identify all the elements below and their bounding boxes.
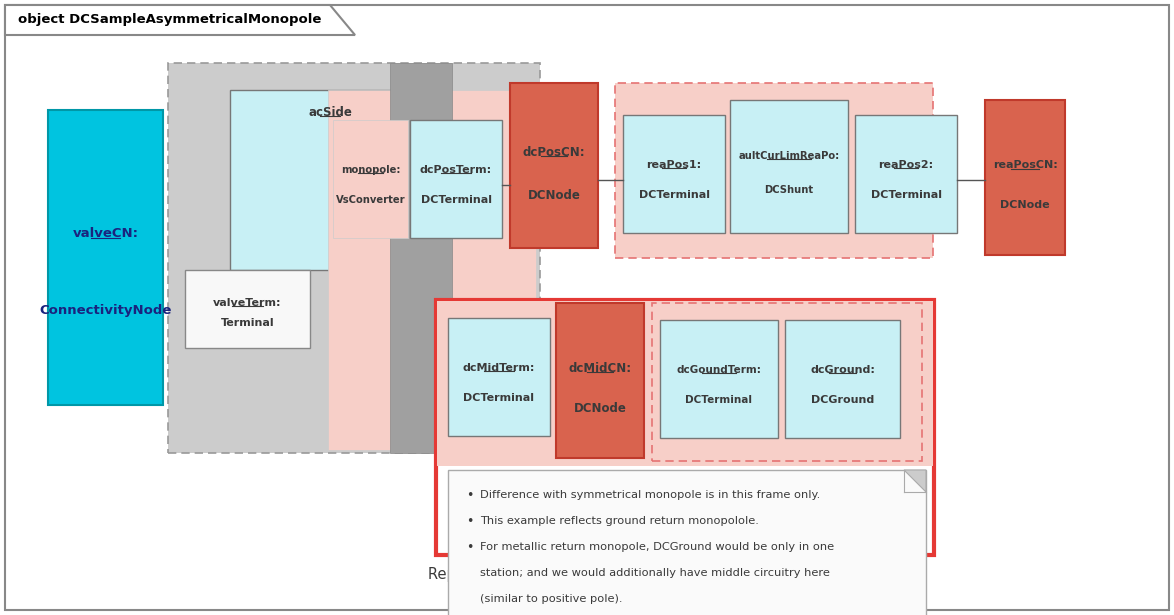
Polygon shape	[5, 5, 355, 35]
Bar	[652, 303, 922, 461]
Text: object DCSampleAsymmetricalMonopole: object DCSampleAsymmetricalMonopole	[18, 14, 322, 26]
Text: DCTerminal: DCTerminal	[464, 393, 534, 403]
Text: reaPosCN:: reaPosCN:	[993, 160, 1058, 170]
Text: DCTerminal: DCTerminal	[420, 195, 492, 205]
Text: Reproduced with the permission of UCAlug.: Reproduced with the permission of UCAlug…	[427, 568, 747, 582]
Bar	[985, 100, 1065, 255]
Bar	[556, 303, 645, 458]
Bar	[410, 120, 502, 238]
Text: For metallic return monopole, DCGround would be only in one: For metallic return monopole, DCGround w…	[480, 542, 834, 552]
Bar	[510, 83, 598, 248]
Text: reaPos2:: reaPos2:	[878, 159, 933, 170]
Bar	[185, 270, 310, 348]
Text: dcGround:: dcGround:	[810, 365, 875, 375]
Polygon shape	[904, 470, 926, 492]
Text: DCNode: DCNode	[527, 189, 580, 202]
Text: (similar to positive pole).: (similar to positive pole).	[480, 594, 622, 604]
Text: dcMidCN:: dcMidCN:	[568, 362, 632, 375]
Text: DCTerminal: DCTerminal	[870, 190, 942, 200]
Bar	[436, 300, 935, 555]
Bar	[437, 301, 933, 466]
Text: dcMidTerm:: dcMidTerm:	[463, 363, 535, 373]
Bar	[448, 470, 926, 615]
Text: ConnectivityNode: ConnectivityNode	[39, 304, 171, 317]
Text: DCGround: DCGround	[811, 395, 875, 405]
Text: dcGoundTerm:: dcGoundTerm:	[676, 365, 762, 375]
Bar	[230, 90, 430, 270]
Text: •: •	[466, 488, 473, 501]
Bar	[855, 115, 957, 233]
Text: VsConverter: VsConverter	[336, 195, 405, 205]
Text: DCNode: DCNode	[1000, 200, 1050, 210]
Text: aultCurLimReaPo:: aultCurLimReaPo:	[738, 151, 839, 161]
Text: Terminal: Terminal	[221, 318, 275, 328]
Text: valveCN:: valveCN:	[73, 228, 139, 240]
Bar	[390, 63, 452, 453]
Text: DCTerminal: DCTerminal	[639, 190, 709, 200]
Text: acSide: acSide	[308, 106, 352, 119]
Text: DCNode: DCNode	[574, 402, 627, 415]
Text: station; and we would additionally have middle circuitry here: station; and we would additionally have …	[480, 568, 830, 578]
Bar	[448, 318, 549, 436]
Bar	[48, 110, 163, 405]
Text: monopole:: monopole:	[340, 165, 400, 175]
Text: DCShunt: DCShunt	[764, 186, 814, 196]
Text: Difference with symmetrical monopole is in this frame only.: Difference with symmetrical monopole is …	[480, 490, 821, 500]
Bar	[785, 320, 900, 438]
Bar	[623, 115, 726, 233]
Text: reaPos1:: reaPos1:	[647, 159, 702, 170]
Bar	[660, 320, 778, 438]
Text: DCTerminal: DCTerminal	[686, 395, 753, 405]
Bar	[615, 83, 933, 258]
Bar	[168, 63, 540, 453]
Text: •: •	[466, 541, 473, 554]
Text: •: •	[466, 515, 473, 528]
Text: This example reflects ground return monopolole.: This example reflects ground return mono…	[480, 516, 758, 526]
Text: valveTerm:: valveTerm:	[214, 298, 282, 308]
Text: dcPosCN:: dcPosCN:	[522, 146, 586, 159]
Text: dcPosTerm:: dcPosTerm:	[420, 165, 492, 175]
Bar	[333, 120, 409, 238]
Bar	[730, 100, 848, 233]
Bar	[328, 90, 537, 450]
